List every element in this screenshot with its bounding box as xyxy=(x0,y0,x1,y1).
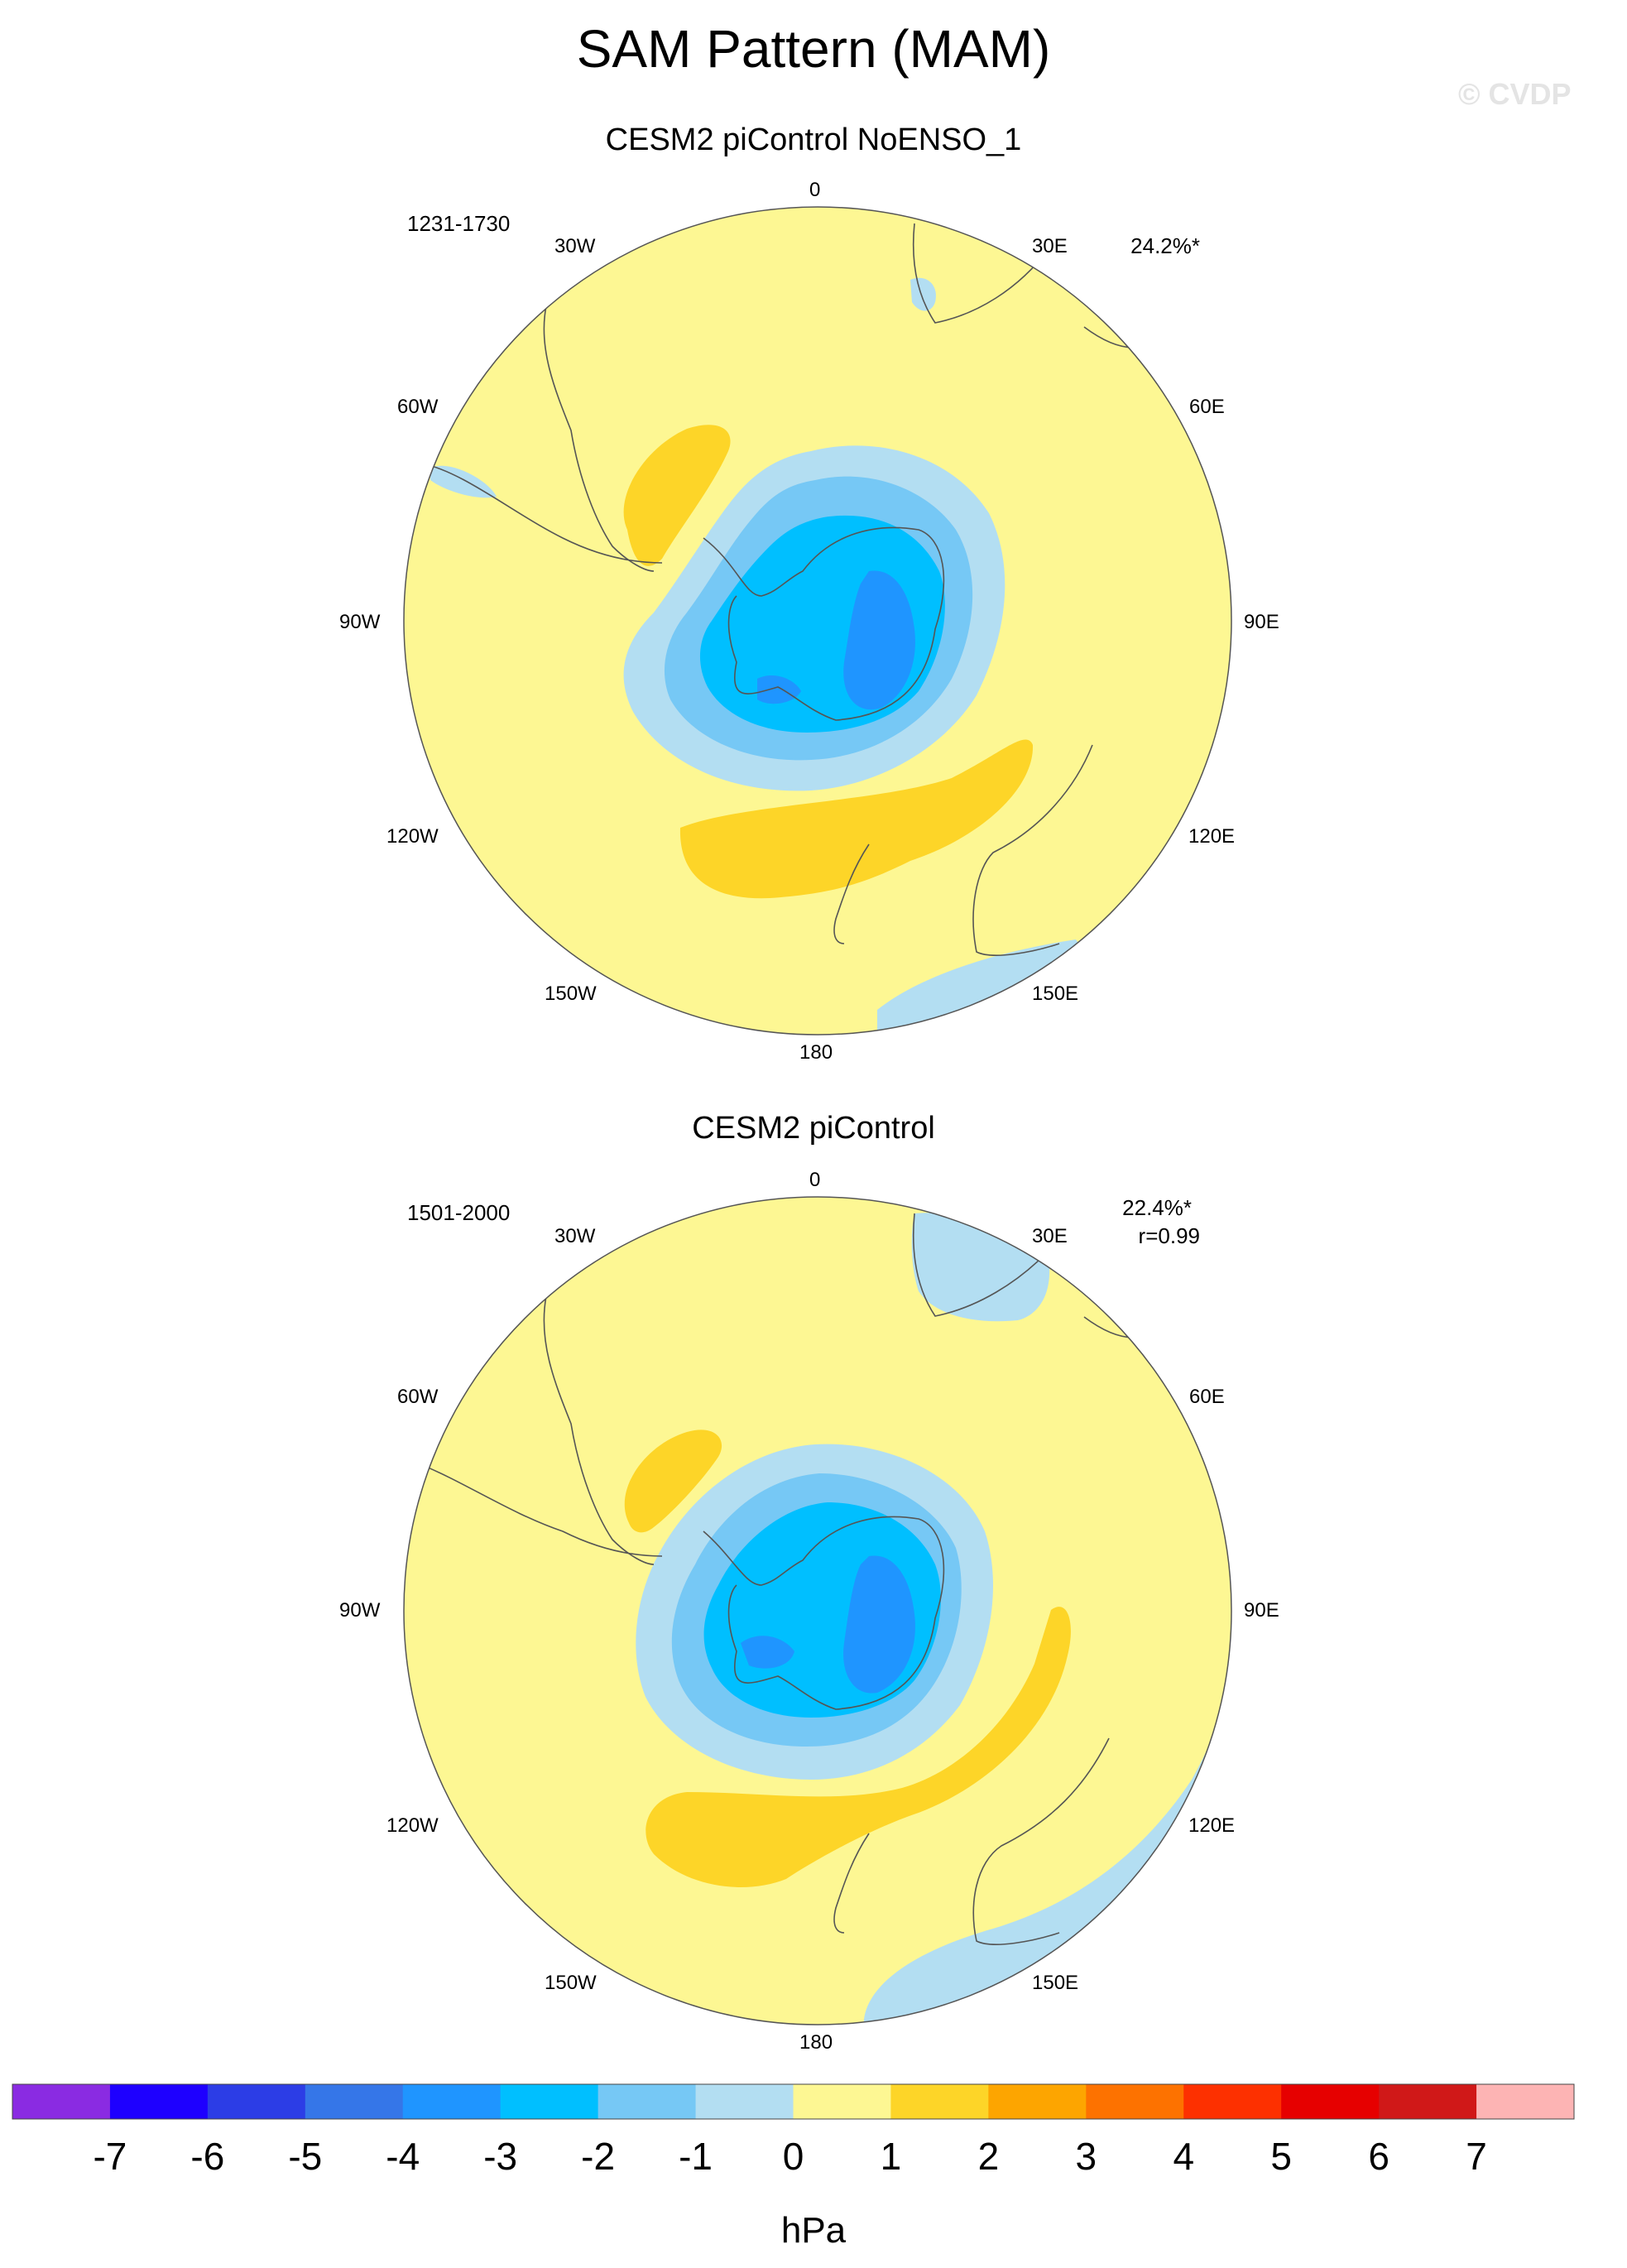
panel-2-lon-90e: 90E xyxy=(1244,1599,1279,1622)
colorbar-swatch xyxy=(500,2084,599,2119)
colorbar-tick-label: 0 xyxy=(782,2135,804,2178)
panel-2-lon-150e: 150E xyxy=(1032,1972,1079,1994)
panel-2-lon-60w: 60W xyxy=(397,1386,439,1408)
panel-1-lon-90e: 90E xyxy=(1244,611,1279,633)
colorbar-tick-label: 7 xyxy=(1466,2135,1487,2178)
panel-1-map xyxy=(403,206,1232,1035)
panel-2-lon-90w: 90W xyxy=(339,1599,381,1622)
panel-1-lon-120w: 120W xyxy=(386,825,439,848)
panel-1-positive-region-southeast xyxy=(679,739,1034,899)
panel-2-map-border xyxy=(403,1196,1232,2025)
panel-2-lon-60e: 60E xyxy=(1189,1386,1225,1408)
panel-1-map-border xyxy=(403,206,1232,1035)
panel-1-title: CESM2 piControl NoENSO_1 xyxy=(605,123,1022,157)
panel-2-lon-0: 0 xyxy=(809,1169,821,1191)
colorbar-tick-label: -5 xyxy=(288,2135,323,2178)
panel-1-lon-0: 0 xyxy=(809,179,821,201)
panel-1-variance: 24.2%* xyxy=(1130,233,1200,258)
colorbar-swatch xyxy=(402,2084,502,2119)
colorbar-swatch xyxy=(890,2084,989,2119)
panel-1-lon-120e: 120E xyxy=(1188,825,1236,848)
panel-1-neg-contour-4 xyxy=(843,570,915,710)
colorbar-swatch xyxy=(207,2084,306,2119)
panel-2-title: CESM2 piControl xyxy=(692,1111,935,1146)
colorbar-swatch xyxy=(1183,2084,1282,2119)
colorbar-swatch xyxy=(793,2084,891,2119)
panel-1-lon-150e: 150E xyxy=(1032,983,1079,1005)
panel-2-lon-30e: 30E xyxy=(1032,1225,1068,1247)
colorbar-swatch xyxy=(695,2084,794,2119)
panel-1-lon-30w: 30W xyxy=(554,235,596,257)
panel-2-lon-150w: 150W xyxy=(545,1972,597,1994)
panel-2-positive-region-west xyxy=(624,1430,722,1533)
panel-1-lon-90w: 90W xyxy=(339,611,381,633)
colorbar-swatch xyxy=(12,2084,111,2119)
panel-2-correlation: r=0.99 xyxy=(1138,1223,1200,1248)
colorbar-tick-label: 3 xyxy=(1075,2135,1097,2178)
panel-2-lon-120e: 120E xyxy=(1188,1814,1236,1837)
colorbar-swatch xyxy=(1379,2084,1477,2119)
colorbar-tick-label: 5 xyxy=(1270,2135,1292,2178)
panel-2-years: 1501-2000 xyxy=(407,1200,511,1225)
colorbar-swatch xyxy=(598,2084,697,2119)
panel-1-positive-region-west xyxy=(623,425,731,566)
colorbar-swatch xyxy=(1476,2084,1575,2119)
colorbar-tick-label: 6 xyxy=(1368,2135,1389,2178)
panel-2-neg-contour-4b xyxy=(741,1636,794,1669)
colorbar xyxy=(12,2083,1575,2120)
panel-2-variance: 22.4%* xyxy=(1122,1195,1192,1220)
colorbar-tick-label: 2 xyxy=(977,2135,1000,2178)
colorbar-unit: hPa xyxy=(780,2210,847,2251)
colorbar-border xyxy=(12,2083,1575,2120)
panel-2-lon-180: 180 xyxy=(799,2031,833,2054)
colorbar-swatch xyxy=(988,2084,1087,2119)
panel-2-positive-region-east xyxy=(646,1607,1071,1887)
colorbar-tick-label: -4 xyxy=(386,2135,420,2178)
panel-1-lon-60e: 60E xyxy=(1189,396,1225,418)
colorbar-swatch xyxy=(1281,2084,1380,2119)
colorbar-tick-label: 4 xyxy=(1173,2135,1195,2178)
panel-1-coastlines xyxy=(421,223,1135,956)
colorbar-tick-label: -2 xyxy=(581,2135,616,2178)
colorbar-tick-label: -6 xyxy=(190,2135,225,2178)
colorbar-swatch xyxy=(109,2084,209,2119)
colorbar-tick-label: -7 xyxy=(93,2135,127,2178)
watermark-text: © CVDP xyxy=(1458,77,1572,111)
panel-2-neg-contour-4 xyxy=(843,1555,915,1694)
panel-1-lon-180: 180 xyxy=(799,1041,833,1064)
colorbar-swatch xyxy=(1086,2084,1184,2119)
panel-1-neg-contour-4b xyxy=(757,675,801,704)
panel-1-neg-region-north xyxy=(910,277,936,311)
panel-1-lon-150w: 150W xyxy=(545,983,597,1005)
colorbar-tick-label: -1 xyxy=(679,2135,713,2178)
panel-2-lon-30w: 30W xyxy=(554,1225,596,1247)
colorbar-swatch xyxy=(305,2084,404,2119)
colorbar-tick-label: 1 xyxy=(880,2135,902,2178)
panel-2-lon-120w: 120W xyxy=(386,1814,439,1837)
panel-1-lon-60w: 60W xyxy=(397,396,439,418)
panel-1-lon-30e: 30E xyxy=(1032,235,1068,257)
main-title: SAM Pattern (MAM) xyxy=(576,19,1051,79)
panel-2-map xyxy=(403,1196,1232,2025)
panel-1-years: 1231-1730 xyxy=(407,211,511,236)
colorbar-tick-label: -3 xyxy=(483,2135,518,2178)
